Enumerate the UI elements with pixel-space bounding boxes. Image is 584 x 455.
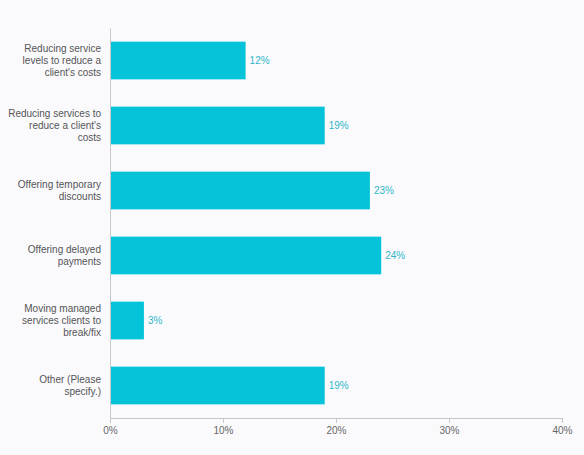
x-tick-label: 0% [103, 425, 118, 436]
y-tick-label-line: Reducing service [24, 43, 101, 54]
x-tick-mark [562, 418, 563, 423]
data-label: 3% [148, 315, 163, 326]
x-axis: 0% 10% 20% 30% 40% [103, 418, 572, 436]
bar [110, 107, 325, 145]
data-labels: 12% 19% 23% 24% 3% 19% [148, 55, 405, 391]
y-tick-label-line: specify.) [65, 386, 102, 397]
y-axis: Reducing servicelevels to reduce aclient… [8, 29, 110, 419]
y-tick: Reducing services toreduce a client'scos… [8, 108, 110, 143]
data-label: 19% [329, 120, 349, 131]
data-label: 19% [329, 380, 349, 391]
y-tick-label-line: reduce a client's [29, 120, 101, 131]
y-tick-label-line: Offering delayed [28, 244, 101, 255]
y-tick: Other (Pleasespecify.) [39, 374, 110, 397]
data-label: 23% [374, 185, 394, 196]
data-label: 24% [385, 250, 405, 261]
bar [110, 172, 370, 210]
data-label: 12% [250, 55, 270, 66]
x-tick: 40% [552, 418, 572, 436]
y-axis-line [110, 29, 111, 419]
x-tick: 20% [326, 418, 346, 436]
x-tick: 30% [439, 418, 459, 436]
bar [110, 237, 381, 275]
y-tick-label-line: Moving managed [24, 303, 101, 314]
y-tick-label: Offering temporarydiscounts [18, 179, 101, 202]
x-tick-label: 10% [213, 425, 233, 436]
y-tick-label-line: levels to reduce a [23, 55, 102, 66]
x-axis-line [111, 419, 563, 424]
bar [110, 302, 144, 340]
x-tick-mark [449, 418, 450, 423]
bars [110, 42, 381, 405]
y-tick-label-line: break/fix [63, 327, 101, 338]
x-tick: 10% [213, 418, 233, 436]
bar [110, 42, 246, 80]
y-tick: Moving managedservices clients tobreak/f… [22, 303, 110, 338]
y-tick-label: Offering delayedpayments [28, 244, 101, 267]
y-tick-label-line: Other (Please [39, 374, 101, 385]
x-tick-label: 40% [552, 425, 572, 436]
y-tick-label-line: client's costs [45, 67, 101, 78]
y-tick-label-line: Reducing services to [8, 108, 101, 119]
y-tick-label-line: services clients to [22, 315, 101, 326]
x-tick-label: 20% [326, 425, 346, 436]
x-tick-mark [336, 418, 337, 423]
y-tick: Offering temporarydiscounts [18, 179, 110, 202]
x-tick: 0% [103, 418, 118, 436]
chart: 12% 19% 23% 24% 3% 19% 0% 10% 20% 30% 40% Reducing … [0, 0, 584, 455]
bar [110, 367, 325, 405]
y-tick-label: Reducing services toreduce a client'scos… [8, 108, 101, 143]
y-tick: Offering delayedpayments [28, 244, 110, 267]
y-tick-label-line: costs [78, 132, 101, 143]
x-tick-label: 30% [439, 425, 459, 436]
y-tick-label: Moving managedservices clients tobreak/f… [22, 303, 101, 338]
y-tick-label-line: payments [58, 256, 101, 267]
y-tick-label-line: Offering temporary [18, 179, 101, 190]
x-tick-mark [223, 418, 224, 423]
x-tick-mark [110, 418, 111, 423]
y-tick-label-line: discounts [59, 191, 101, 202]
y-tick-label: Other (Pleasespecify.) [39, 374, 101, 397]
y-tick: Reducing servicelevels to reduce aclient… [23, 43, 110, 78]
y-tick-label: Reducing servicelevels to reduce aclient… [23, 43, 102, 78]
